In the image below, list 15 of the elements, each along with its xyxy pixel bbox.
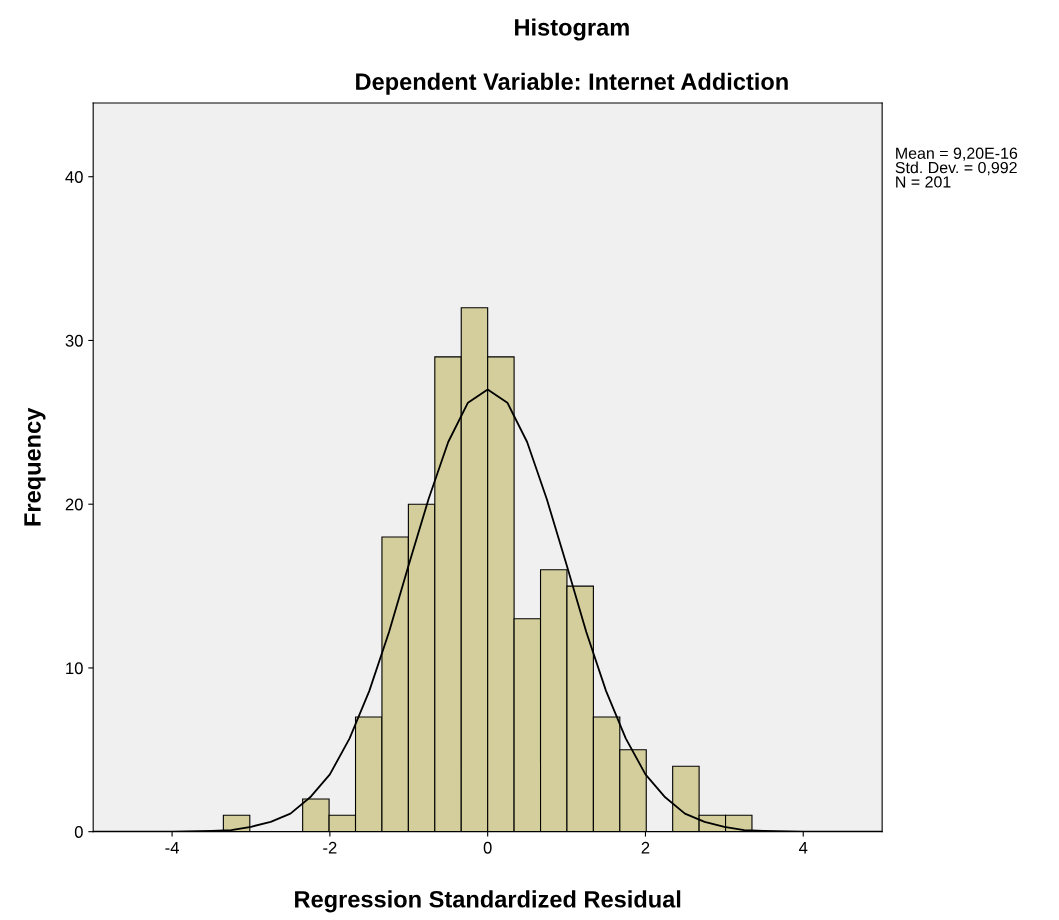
x-tick-label: -4 — [165, 842, 180, 854]
x-tick-label: 2 — [641, 841, 650, 854]
y-tick-label: 20 — [65, 498, 83, 511]
x-tick-label: -2 — [323, 841, 337, 854]
y-axis-title: Frequency — [24, 407, 46, 526]
chart-subtitle: Dependent Variable: Internet Addiction — [356, 72, 788, 95]
y-tick-label: 0 — [74, 826, 83, 838]
chart-title: Histogram — [515, 18, 629, 41]
y-tick-label: 40 — [65, 171, 83, 183]
y-tick-label: 10 — [66, 662, 83, 675]
text: Mean = 9,20E-16 Std. Dev. = 0,992 N = 201 — [895, 147, 1018, 188]
y-tick-label: 30 — [65, 334, 83, 347]
x-axis-title: Regression Standardized Residual — [295, 890, 681, 913]
x-tick-label: 0 — [483, 841, 492, 854]
x-tick-label: 4 — [799, 842, 808, 854]
